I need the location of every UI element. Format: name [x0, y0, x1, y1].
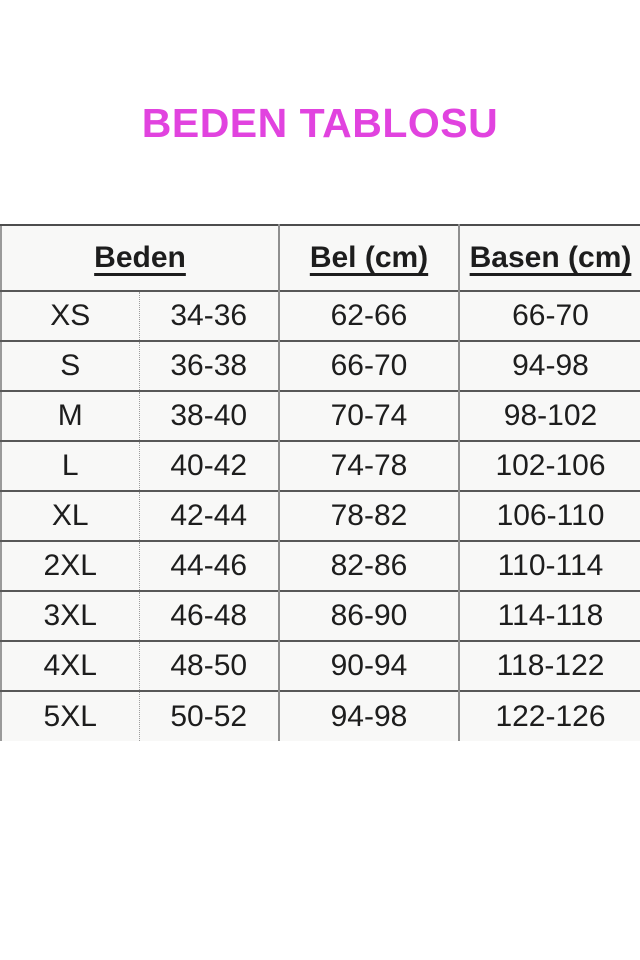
- basen-value: 118-122: [459, 640, 640, 691]
- size-table-body: XS 34-36 62-66 66-70 S 36-38 66-70 94-98…: [1, 290, 640, 741]
- basen-value: 110-114: [459, 540, 640, 591]
- table-row: 3XL 46-48 86-90 114-118: [1, 590, 640, 641]
- size-table: Beden Bel (cm) Basen (cm) XS 34-36 62-66…: [0, 224, 640, 741]
- size-range: 44-46: [139, 540, 280, 591]
- size-label: S: [1, 340, 140, 391]
- size-range: 40-42: [139, 440, 280, 491]
- size-range: 46-48: [139, 590, 280, 641]
- header-row: Beden Bel (cm) Basen (cm): [1, 225, 640, 291]
- size-label: 2XL: [1, 540, 140, 591]
- bel-value: 90-94: [279, 640, 460, 691]
- basen-value: 102-106: [459, 440, 640, 491]
- basen-value: 98-102: [459, 390, 640, 441]
- basen-value: 66-70: [459, 290, 640, 341]
- size-range: 36-38: [139, 340, 280, 391]
- size-label: XL: [1, 490, 140, 541]
- table-row: S 36-38 66-70 94-98: [1, 340, 640, 391]
- size-label: 3XL: [1, 590, 140, 641]
- table-row: 2XL 44-46 82-86 110-114: [1, 540, 640, 591]
- table-row: 4XL 48-50 90-94 118-122: [1, 640, 640, 691]
- page-title: BEDEN TABLOSU: [141, 100, 499, 146]
- table-row: M 38-40 70-74 98-102: [1, 390, 640, 441]
- size-table-header: Beden Bel (cm) Basen (cm): [1, 225, 640, 291]
- table-row: L 40-42 74-78 102-106: [1, 440, 640, 491]
- size-label: M: [1, 390, 140, 441]
- size-range: 34-36: [139, 290, 280, 341]
- size-range: 48-50: [139, 640, 280, 691]
- size-label: XS: [1, 290, 140, 341]
- header-basen: Basen (cm): [469, 241, 632, 274]
- bel-value: 94-98: [279, 690, 460, 741]
- header-bel: Bel (cm): [279, 225, 460, 291]
- bel-value: 82-86: [279, 540, 460, 591]
- size-label: 4XL: [1, 640, 140, 691]
- table-row: 5XL 50-52 94-98 122-126: [1, 690, 640, 741]
- basen-value: 106-110: [459, 490, 640, 541]
- size-range: 50-52: [139, 690, 280, 741]
- header-beden: Beden: [1, 225, 280, 291]
- basen-value: 122-126: [459, 690, 640, 741]
- size-label: 5XL: [1, 690, 140, 741]
- size-range: 38-40: [139, 390, 280, 441]
- bel-value: 86-90: [279, 590, 460, 641]
- bel-value: 74-78: [279, 440, 460, 491]
- bel-value: 66-70: [279, 340, 460, 391]
- size-range: 42-44: [139, 490, 280, 541]
- basen-value: 114-118: [459, 590, 640, 641]
- table-row: XL 42-44 78-82 106-110: [1, 490, 640, 541]
- basen-value: 94-98: [459, 340, 640, 391]
- bel-value: 62-66: [279, 290, 460, 341]
- size-label: L: [1, 440, 140, 491]
- bel-value: 78-82: [279, 490, 460, 541]
- bel-value: 70-74: [279, 390, 460, 441]
- table-row: XS 34-36 62-66 66-70: [1, 290, 640, 341]
